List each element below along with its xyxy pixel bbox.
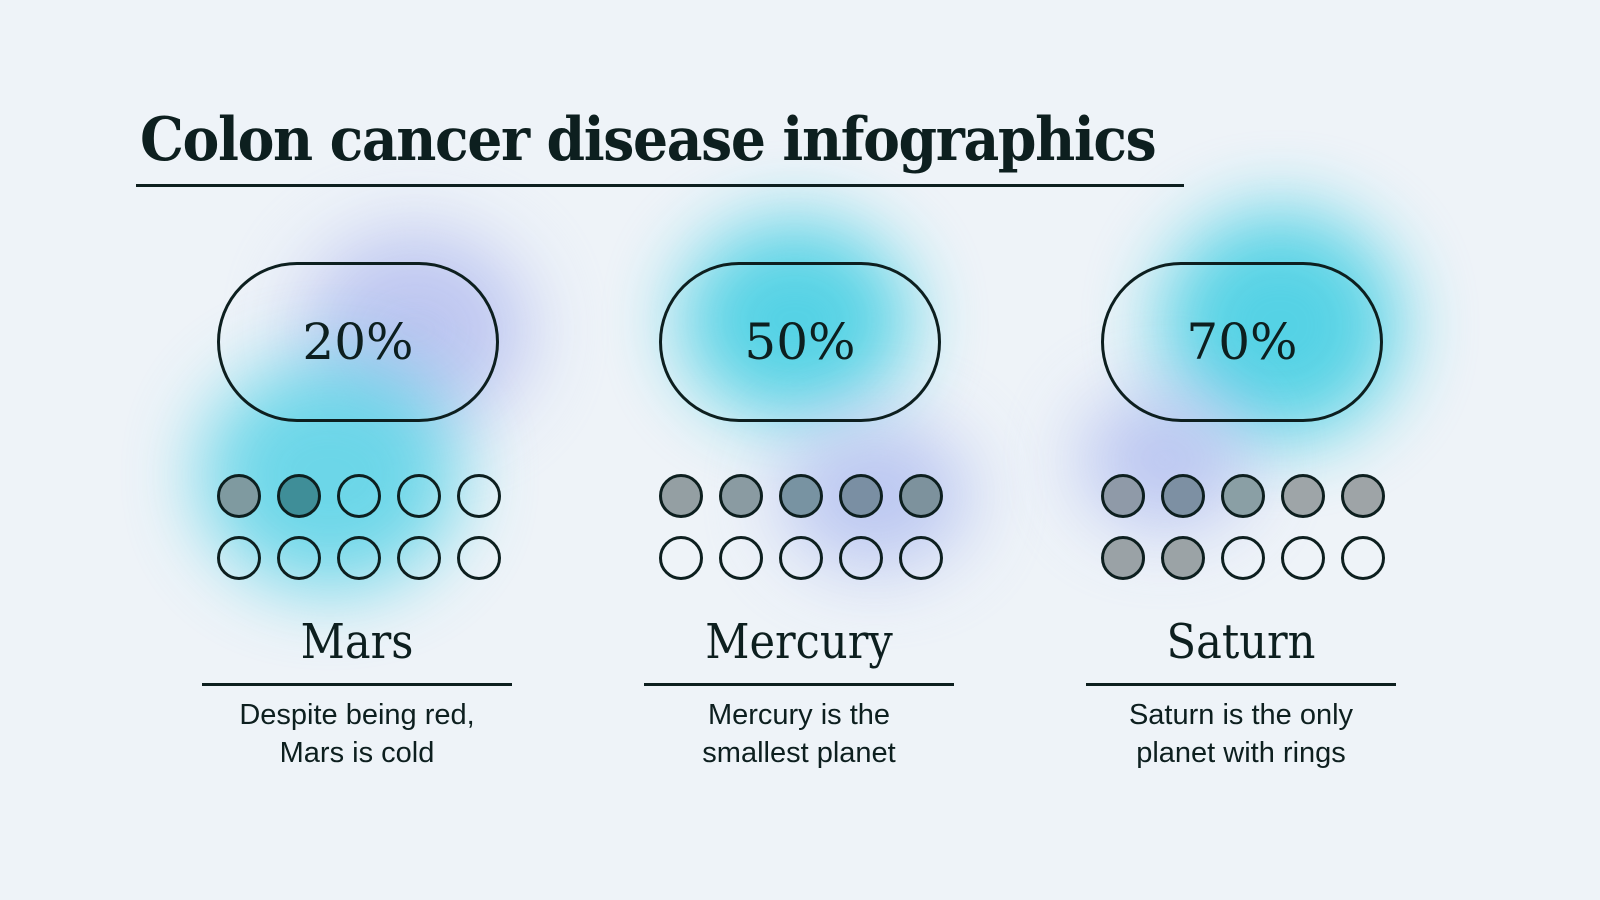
item-underline xyxy=(1086,683,1396,686)
dot-empty xyxy=(1341,536,1385,580)
item-underline xyxy=(644,683,954,686)
desc-line: planet with rings xyxy=(1136,737,1346,769)
item-description: Despite being red, Mars is cold xyxy=(187,696,527,772)
item-name: Saturn xyxy=(1166,614,1316,670)
desc-line: Mercury is the xyxy=(707,699,891,731)
dot-empty xyxy=(1281,536,1325,580)
dot-filled xyxy=(1281,474,1325,518)
desc-line: Mars is cold xyxy=(279,737,435,769)
title-underline xyxy=(136,184,1184,187)
desc-line: Despite being red, xyxy=(239,699,475,731)
desc-line: smallest planet xyxy=(702,737,896,769)
dot-empty xyxy=(337,474,381,518)
percent-pill: 20% xyxy=(217,262,499,422)
dot-grid xyxy=(1101,474,1385,598)
dot-filled xyxy=(659,474,703,518)
dot-row xyxy=(217,536,501,580)
dot-empty xyxy=(839,536,883,580)
item-underline xyxy=(202,683,512,686)
percent-value: 50% xyxy=(744,313,856,371)
dot-empty xyxy=(457,536,501,580)
dot-filled xyxy=(719,474,763,518)
dot-row xyxy=(659,474,943,518)
dot-filled xyxy=(839,474,883,518)
dot-empty xyxy=(719,536,763,580)
percent-value: 20% xyxy=(302,313,414,371)
dot-empty xyxy=(217,536,261,580)
dot-filled xyxy=(1101,474,1145,518)
percent-value: 70% xyxy=(1186,313,1298,371)
item-name: Mercury xyxy=(705,614,893,670)
dot-empty xyxy=(397,474,441,518)
item-description: Saturn is the only planet with rings xyxy=(1071,696,1411,772)
dot-filled xyxy=(1161,536,1205,580)
percent-pill: 50% xyxy=(659,262,941,422)
dot-filled xyxy=(1341,474,1385,518)
dot-filled xyxy=(779,474,823,518)
dot-grid xyxy=(217,474,501,598)
item-name: Mars xyxy=(300,614,414,670)
dot-filled xyxy=(1221,474,1265,518)
percent-pill: 70% xyxy=(1101,262,1383,422)
dot-filled xyxy=(217,474,261,518)
dot-row xyxy=(659,536,943,580)
dot-filled xyxy=(1101,536,1145,580)
dot-empty xyxy=(779,536,823,580)
dot-filled xyxy=(277,474,321,518)
desc-line: Saturn is the only xyxy=(1128,699,1354,731)
dot-empty xyxy=(659,536,703,580)
dot-filled xyxy=(1161,474,1205,518)
page-title: Colon cancer disease infographics xyxy=(140,105,1157,175)
dot-filled xyxy=(899,474,943,518)
dot-empty xyxy=(277,536,321,580)
dot-grid xyxy=(659,474,943,598)
dot-empty xyxy=(337,536,381,580)
dot-empty xyxy=(397,536,441,580)
dot-empty xyxy=(899,536,943,580)
dot-row xyxy=(217,474,501,518)
dot-row xyxy=(1101,536,1385,580)
dot-row xyxy=(1101,474,1385,518)
dot-empty xyxy=(1221,536,1265,580)
dot-empty xyxy=(457,474,501,518)
item-description: Mercury is the smallest planet xyxy=(629,696,969,772)
